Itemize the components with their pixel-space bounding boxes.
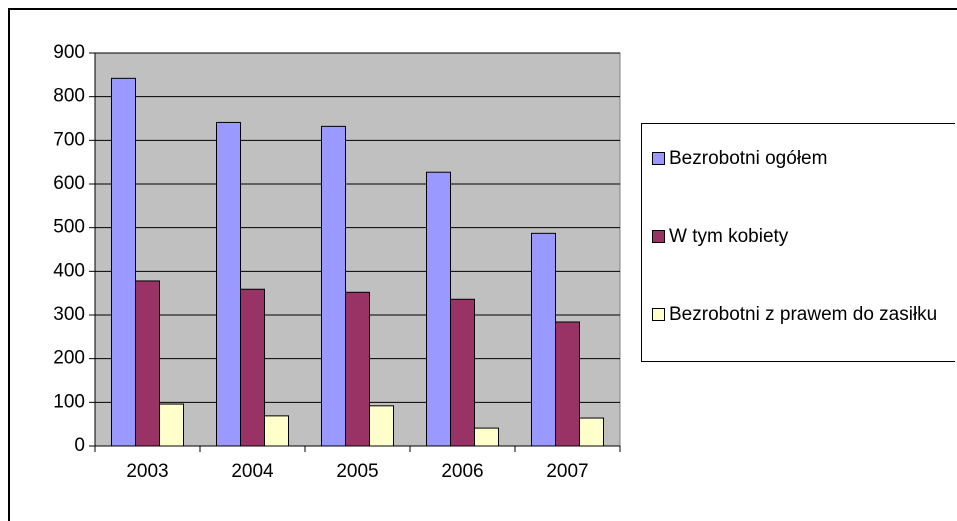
bar — [345, 291, 370, 447]
bar — [369, 405, 394, 447]
bar — [264, 415, 289, 447]
bar — [321, 125, 346, 447]
x-tick-label: 2003 — [126, 461, 168, 482]
legend-swatch — [652, 308, 665, 321]
bar — [426, 171, 451, 447]
x-tick-label: 2007 — [546, 461, 588, 482]
y-tick-label: 400 — [53, 260, 85, 281]
y-tick-label: 300 — [53, 304, 85, 325]
bar — [216, 121, 241, 447]
y-tick-label: 700 — [53, 129, 85, 150]
bar — [579, 417, 604, 447]
y-tick-label: 800 — [53, 86, 85, 107]
y-tick-label: 900 — [53, 42, 85, 63]
bar — [159, 403, 184, 447]
y-tick-label: 600 — [53, 173, 85, 194]
legend-label: Bezrobotni z prawem do zasiłku — [669, 304, 938, 325]
legend-swatch — [652, 152, 665, 165]
legend-entry: W tym kobiety — [652, 224, 957, 250]
y-tick-label: 200 — [53, 348, 85, 369]
legend: Bezrobotni ogółem W tym kobiety Bezrobotni… — [641, 123, 955, 362]
x-tick-label: 2004 — [231, 461, 274, 482]
y-tick-label: 100 — [53, 391, 85, 412]
x-tick-label: 2006 — [441, 461, 483, 482]
legend-swatch — [652, 230, 665, 243]
legend-entry: Bezrobotni ogółem — [652, 146, 957, 172]
bar — [240, 288, 265, 447]
bar — [474, 427, 499, 447]
legend-label: W tym kobiety — [669, 226, 789, 247]
legend-label: Bezrobotni ogółem — [669, 148, 828, 169]
legend-entry: Bezrobotni z prawem do zasiłku — [652, 302, 957, 328]
bar — [450, 298, 475, 447]
bar — [135, 280, 160, 447]
bar — [531, 232, 556, 447]
x-tick-label: 2005 — [336, 461, 378, 482]
y-tick-label: 0 — [74, 435, 85, 456]
bar — [111, 77, 136, 447]
y-tick-label: 500 — [53, 217, 85, 238]
bar — [555, 321, 580, 447]
